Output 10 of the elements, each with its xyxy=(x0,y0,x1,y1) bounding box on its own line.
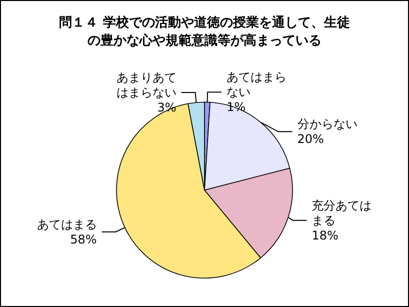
data-label: 20% xyxy=(297,132,324,146)
slice-label: 充分あてはまる xyxy=(312,198,372,228)
slice-label: 分からない xyxy=(297,117,358,132)
data-label: 18% xyxy=(312,228,338,242)
data-label: 3% xyxy=(157,100,176,115)
slice-label: あてはまる xyxy=(36,217,97,232)
data-label: 58% xyxy=(70,232,97,246)
slice-label: あまりあてはまらない xyxy=(116,70,176,100)
chart-title: 問１４ 学校での活動や道徳の授業を通して、生徒の豊かな心や規範意識等が高まっている xyxy=(59,14,350,48)
slice-label: あてはまらない xyxy=(226,70,287,100)
